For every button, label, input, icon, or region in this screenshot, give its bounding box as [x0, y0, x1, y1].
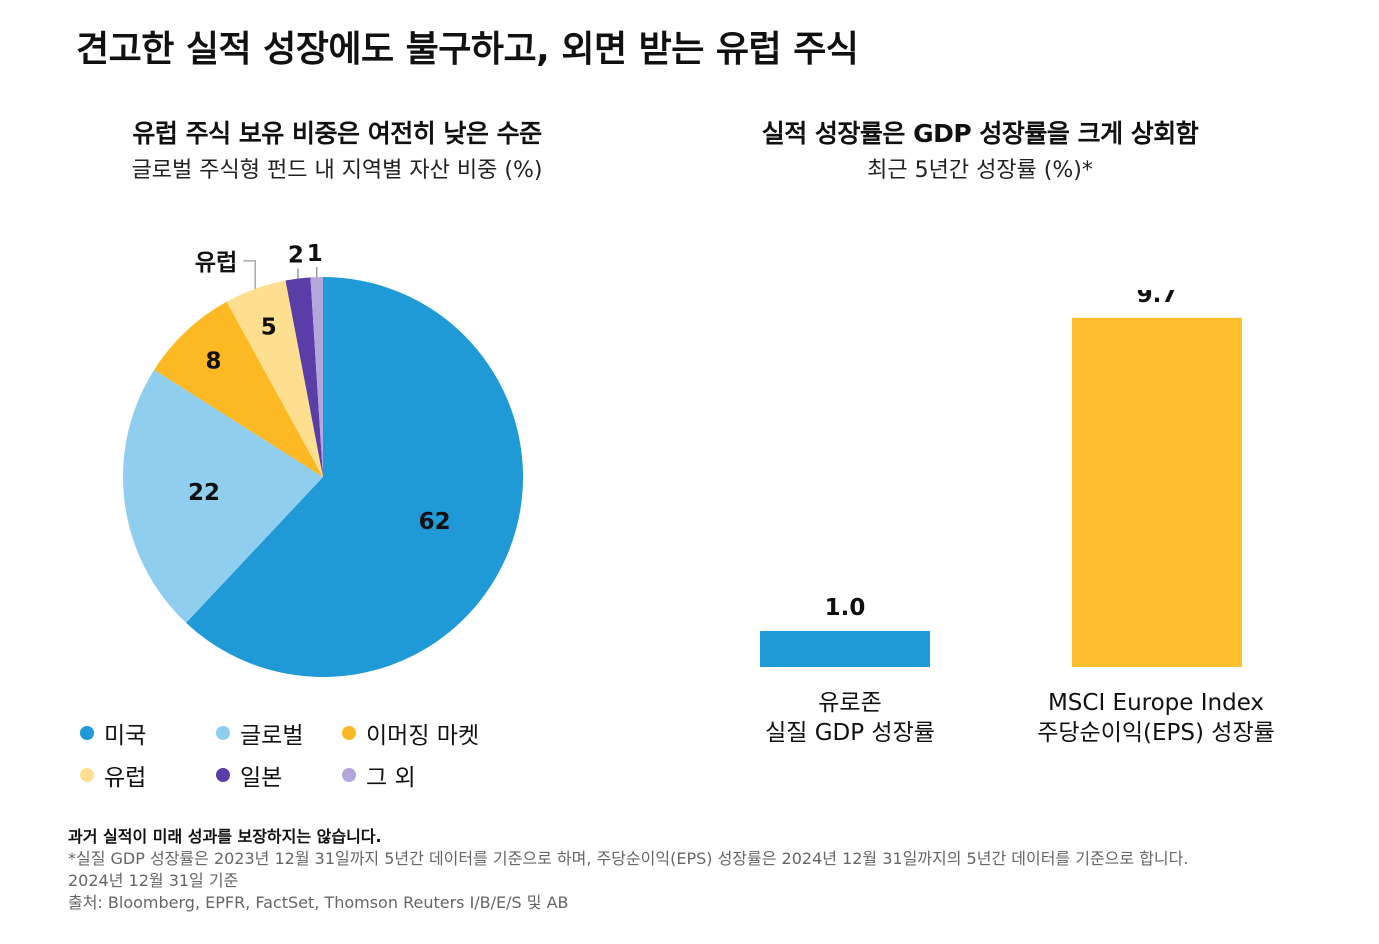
pie-slice-0	[186, 277, 523, 677]
bar-category-label-gdp: 유로존 실질 GDP 성장률	[725, 688, 975, 748]
legend-swatch-us	[80, 726, 94, 740]
bar-chart: 1.0 9.7	[760, 290, 1242, 667]
footer-date: 2024년 12월 31일 기준	[68, 871, 239, 890]
legend-item-emerging: 이머징 마켓	[342, 716, 512, 750]
legend-swatch-other	[342, 768, 356, 782]
bar-chart-title: 실적 성장률은 GDP 성장률을 크게 상회함	[761, 119, 1199, 148]
legend-label-us: 미국	[104, 723, 147, 749]
pie-slice-3	[226, 280, 323, 477]
legend-swatch-japan	[216, 768, 230, 782]
legend-item-us: 미국	[80, 716, 216, 750]
pie-slice-label-4: 2	[288, 243, 304, 269]
bar-category-gdp-line2: 실질 GDP 성장률	[765, 720, 935, 746]
pie-slice-5	[310, 277, 323, 477]
europe-callout-line	[243, 260, 257, 289]
bar-category-gdp-line1: 유로존	[818, 690, 882, 716]
pie-slice-2	[154, 301, 323, 477]
bar-category-eps-line2: 주당순이익(EPS) 성장률	[1037, 720, 1275, 746]
legend-label-europe: 유럽	[104, 765, 147, 791]
pie-chart-title: 유럽 주식 보유 비중은 여전히 낮은 수준	[132, 119, 542, 148]
legend-label-other: 그 외	[366, 765, 416, 791]
pie-slice-1	[123, 369, 323, 623]
pie-slice-label-3: 5	[261, 314, 277, 340]
pie-legend: 미국 글로벌 이머징 마켓 유럽 일본 그 외	[80, 716, 520, 792]
legend-item-other: 그 외	[342, 758, 512, 792]
legend-swatch-emerging	[342, 726, 356, 740]
footer-source: 출처: Bloomberg, EPFR, FactSet, Thomson Re…	[68, 893, 569, 912]
legend-label-emerging: 이머징 마켓	[366, 723, 480, 749]
pie-slice-label-5: 1	[307, 241, 323, 267]
bar-category-eps-line1: MSCI Europe Index	[1047, 690, 1265, 716]
bar-1	[1072, 317, 1242, 667]
legend-swatch-global	[216, 726, 230, 740]
pie-slice-label-1: 22	[188, 480, 220, 506]
legend-swatch-europe	[80, 768, 94, 782]
legend-label-global: 글로벌	[240, 723, 304, 749]
footer: 과거 실적이 미래 성과를 보장하지는 않습니다. *실질 GDP 성장률은 2…	[68, 826, 1188, 914]
bar-value-label-0: 1.0	[825, 595, 866, 621]
page-title: 견고한 실적 성장에도 불구하고, 외면 받는 유럽 주식	[76, 29, 859, 70]
legend-item-japan: 일본	[216, 758, 342, 792]
bar-chart-subtitle: 최근 5년간 성장률 (%)*	[867, 158, 1093, 183]
pie-chart-subtitle: 글로벌 주식형 펀드 내 지역별 자산 비중 (%)	[131, 158, 543, 183]
legend-item-global: 글로벌	[216, 716, 342, 750]
footer-disclaimer: 과거 실적이 미래 성과를 보장하지는 않습니다.	[68, 827, 382, 846]
pie-slice-label-0: 62	[419, 509, 451, 535]
legend-label-japan: 일본	[240, 765, 283, 791]
legend-item-europe: 유럽	[80, 758, 216, 792]
footer-note: *실질 GDP 성장률은 2023년 12월 31일까지 5년간 데이터를 기준…	[68, 849, 1189, 868]
pie-chart: 62 22 8 5 2 1 유럽	[123, 241, 523, 677]
pie-slice-4	[285, 277, 323, 477]
bar-category-label-eps: MSCI Europe Index 주당순이익(EPS) 성장률	[1006, 688, 1306, 748]
pie-slice-label-2: 8	[205, 348, 221, 374]
europe-callout-label: 유럽	[195, 250, 237, 276]
bar-value-label-1: 9.7	[1137, 290, 1178, 308]
bar-0	[760, 631, 930, 667]
